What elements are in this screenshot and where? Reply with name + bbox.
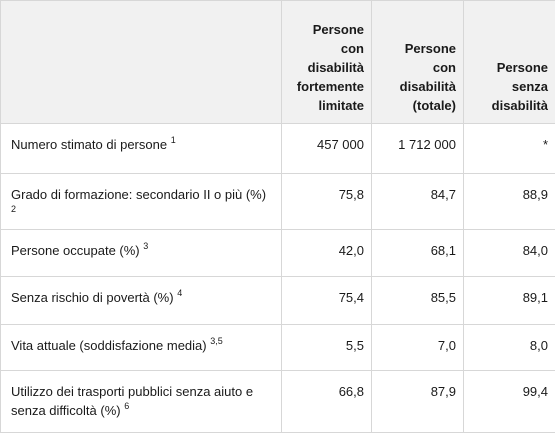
header-without-disability: Persone senza disabilità	[463, 0, 555, 124]
row-label-cell: Senza rischio di povertà (%) 4	[0, 276, 282, 325]
value-cell: 1 712 000	[371, 123, 464, 174]
header-row: Persone con disabilità fortemente limita…	[0, 0, 555, 124]
row-label: Grado di formazione: secondario II o più…	[11, 187, 267, 202]
value-cell: *	[463, 123, 555, 174]
row-label-cell: Persone occupate (%) 3	[0, 229, 282, 277]
header-disabled-total: Persone con disabilità (totale)	[371, 0, 464, 124]
disability-statistics-table: Persone con disabilità fortemente limita…	[0, 0, 555, 433]
value-cell: 7,0	[371, 324, 464, 371]
footnote-ref[interactable]: 2	[11, 203, 17, 214]
header-line: disabilità	[399, 79, 456, 94]
header-line: con	[432, 60, 456, 75]
value-cell: 8,0	[463, 324, 555, 371]
header-line: Persone	[404, 41, 456, 56]
footnote-ref[interactable]: 1	[170, 134, 176, 145]
footnote-ref[interactable]: 6	[124, 400, 130, 411]
header-line: Persone	[312, 22, 364, 37]
value-cell: 68,1	[371, 229, 464, 277]
value-cell: 66,8	[281, 370, 372, 433]
footnote-ref[interactable]: 3	[143, 240, 149, 251]
row-label: Senza rischio di povertà (%)	[11, 290, 174, 305]
table-row: Vita attuale (soddisfazione media) 3,5 5…	[0, 324, 555, 371]
value-cell: 84,0	[463, 229, 555, 277]
footnote-ref[interactable]: 3,5	[210, 335, 223, 346]
value-cell: 89,1	[463, 276, 555, 325]
row-label-cell: Vita attuale (soddisfazione media) 3,5	[0, 324, 282, 371]
row-label: Numero stimato di persone	[11, 137, 168, 152]
row-label: Vita attuale (soddisfazione media)	[11, 338, 207, 353]
header-line: disabilità	[491, 98, 548, 113]
footnote-ref[interactable]: 4	[177, 287, 183, 298]
value-cell: 85,5	[371, 276, 464, 325]
table-row: Numero stimato di persone 1 457 000 1 71…	[0, 123, 555, 174]
value-cell: 87,9	[371, 370, 464, 433]
value-cell: 84,7	[371, 173, 464, 230]
header-line: senza	[511, 79, 548, 94]
value-cell: 457 000	[281, 123, 372, 174]
table-row: Grado di formazione: secondario II o più…	[0, 173, 555, 230]
header-line: Persone	[496, 60, 548, 75]
table-row: Senza rischio di povertà (%) 4 75,4 85,5…	[0, 276, 555, 325]
header-line: con	[340, 41, 364, 56]
value-cell: 5,5	[281, 324, 372, 371]
header-line: fortemente	[296, 79, 364, 94]
row-label-cell: Numero stimato di persone 1	[0, 123, 282, 174]
header-line: disabilità	[307, 60, 364, 75]
header-corner-cell	[0, 0, 282, 124]
table-row: Utilizzo dei trasporti pubblici senza ai…	[0, 370, 555, 433]
value-cell: 75,4	[281, 276, 372, 325]
value-cell: 88,9	[463, 173, 555, 230]
header-line: limitate	[318, 98, 364, 113]
value-cell: 75,8	[281, 173, 372, 230]
row-label-cell: Utilizzo dei trasporti pubblici senza ai…	[0, 370, 282, 433]
table-row: Persone occupate (%) 3 42,0 68,1 84,0	[0, 229, 555, 277]
value-cell: 42,0	[281, 229, 372, 277]
row-label-cell: Grado di formazione: secondario II o più…	[0, 173, 282, 230]
header-line: (totale)	[412, 98, 456, 113]
header-strongly-limited: Persone con disabilità fortemente limita…	[281, 0, 372, 124]
row-label: Utilizzo dei trasporti pubblici senza ai…	[11, 384, 254, 418]
row-label: Persone occupate (%)	[11, 243, 140, 258]
value-cell: 99,4	[463, 370, 555, 433]
